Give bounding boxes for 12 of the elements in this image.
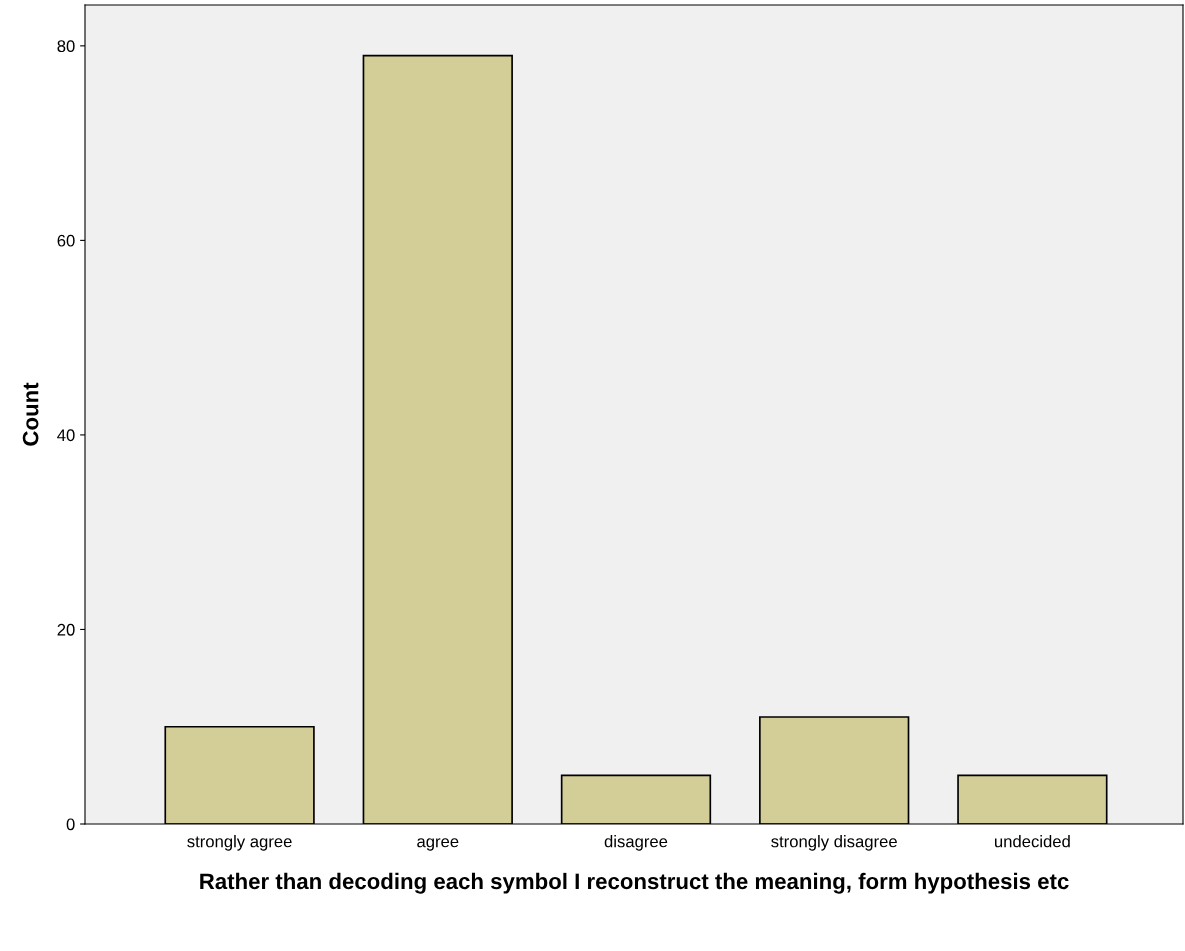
x-tick-label: strongly agree bbox=[187, 835, 292, 851]
x-axis-title: Rather than decoding each symbol I reconstruct the meaning, form hypothesis etc bbox=[200, 872, 1069, 894]
y-tick-label: 60 bbox=[57, 234, 75, 247]
x-tick-label: agree bbox=[417, 838, 459, 851]
y-tick-label: 40 bbox=[57, 429, 75, 442]
x-tick-label: undecided bbox=[995, 835, 1070, 848]
x-tick-label: strongly disagree bbox=[771, 835, 897, 851]
y-axis-title: Count bbox=[22, 382, 39, 446]
y-tick-label: 0 bbox=[66, 818, 75, 831]
y-tick-label: 80 bbox=[57, 40, 75, 53]
y-tick-label: 20 bbox=[57, 623, 75, 636]
x-tick-label: disagree bbox=[604, 835, 668, 851]
